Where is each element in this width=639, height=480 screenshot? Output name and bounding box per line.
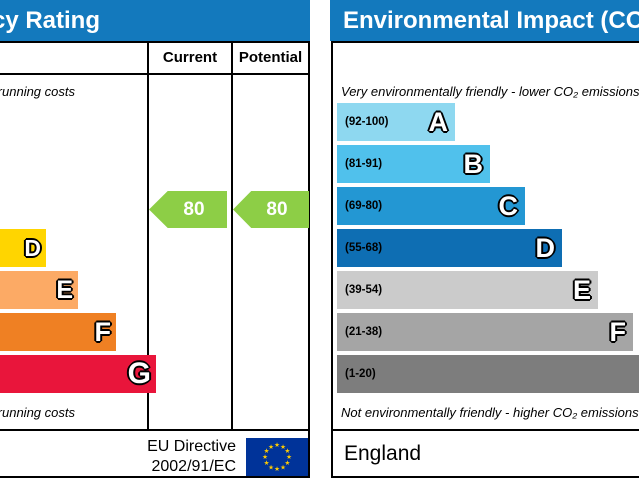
svg-text:★: ★ — [274, 465, 280, 473]
current-rating-arrow: 80 — [149, 191, 227, 228]
left-footer-separator — [0, 429, 310, 431]
right-panel-left-border — [331, 41, 333, 478]
impact-band-d-range: (55-68) — [345, 242, 383, 254]
energy-band-d: D — [0, 229, 46, 267]
left-panel-right-border — [308, 41, 310, 478]
column-header-separator — [0, 73, 310, 75]
impact-bottom-note: Not environmentally friendly - higher CO… — [341, 405, 639, 420]
impact-band-b-range: (81-91) — [345, 158, 383, 170]
energy-bottom-note: Not energy efficient - higher running co… — [0, 405, 75, 420]
energy-band-g: G — [0, 355, 156, 393]
impact-band-c-range: (69-80) — [345, 200, 383, 212]
potential-rating-value: 80 — [266, 198, 288, 220]
svg-text:★: ★ — [268, 464, 274, 472]
eu-directive-label: EU Directive 2002/91/EC — [112, 437, 236, 477]
environmental-impact-header: Environmental Impact (CO₂) Rating — [330, 0, 639, 41]
svg-text:★: ★ — [280, 443, 286, 451]
impact-band-e-range: (39-54) — [345, 284, 383, 296]
impact-band-c: (69-80) C — [337, 187, 525, 225]
impact-band-e: (39-54) E — [337, 271, 598, 309]
impact-band-f-range: (21-38) — [345, 326, 383, 338]
left-panel-bottom-border — [0, 476, 310, 478]
energy-band-f: F — [0, 313, 116, 351]
right-footer-separator — [331, 429, 639, 431]
impact-band-f: (21-38) F — [337, 313, 633, 351]
energy-band-e-letter: E — [56, 275, 73, 304]
eu-directive-line1: EU Directive — [147, 438, 236, 455]
impact-band-g-range: (1-20) — [345, 368, 376, 380]
potential-column-header: Potential — [238, 49, 303, 66]
right-panel-top-border — [331, 41, 639, 43]
impact-band-d-letter: D — [535, 232, 556, 263]
energy-efficiency-title: Energy Efficiency Rating — [0, 6, 100, 34]
current-column-divider — [147, 41, 149, 431]
potential-column-divider — [231, 41, 233, 431]
energy-efficiency-header: Energy Efficiency Rating — [0, 0, 310, 41]
region-label: England — [344, 442, 422, 465]
current-column-header: Current — [162, 49, 218, 66]
impact-band-a: (92-100) A — [337, 103, 455, 141]
svg-text:★: ★ — [284, 447, 290, 455]
energy-top-note: Very energy efficient - lower running co… — [0, 84, 75, 99]
impact-band-f-letter: F — [609, 316, 627, 347]
svg-text:★: ★ — [264, 447, 270, 455]
impact-band-a-letter: A — [428, 106, 449, 137]
impact-band-c-letter: C — [498, 190, 519, 221]
svg-text:★: ★ — [280, 464, 286, 472]
left-panel-top-border — [0, 41, 310, 43]
right-panel-bottom-border — [331, 476, 639, 478]
current-rating-value: 80 — [183, 198, 205, 220]
impact-band-e-letter: E — [572, 274, 591, 305]
impact-band-b-letter: B — [463, 148, 484, 179]
potential-rating-arrow: 80 — [233, 191, 309, 228]
energy-band-f-letter: F — [94, 316, 112, 347]
svg-text:★: ★ — [274, 441, 280, 449]
impact-top-note: Very environmentally friendly - lower CO… — [341, 84, 639, 99]
eu-directive-line2: 2002/91/EC — [151, 458, 236, 475]
svg-text:★: ★ — [262, 453, 268, 461]
eu-flag-icon: ★ ★ ★ ★ ★ ★ ★ ★ ★ ★ ★ ★ — [246, 438, 308, 476]
environmental-impact-title: Environmental Impact (CO₂) Rating — [343, 6, 639, 34]
energy-band-d-letter: D — [24, 234, 41, 261]
svg-text:★: ★ — [268, 443, 274, 451]
impact-band-g: (1-20) G — [337, 355, 639, 393]
impact-band-b: (81-91) B — [337, 145, 490, 183]
impact-band-a-range: (92-100) — [345, 116, 389, 128]
svg-text:★: ★ — [264, 459, 270, 467]
impact-band-d: (55-68) D — [337, 229, 562, 267]
energy-band-g-letter: G — [127, 357, 151, 390]
svg-text:★: ★ — [284, 459, 290, 467]
energy-band-e: E — [0, 271, 78, 309]
svg-text:★: ★ — [286, 453, 292, 461]
